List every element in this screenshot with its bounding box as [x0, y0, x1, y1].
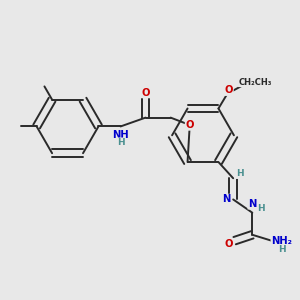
Text: H: H — [278, 245, 286, 254]
Text: O: O — [224, 85, 233, 95]
Text: H: H — [257, 204, 265, 213]
Text: O: O — [224, 238, 233, 249]
Text: NH: NH — [112, 130, 129, 140]
Text: NH₂: NH₂ — [271, 236, 292, 246]
Text: CH₂CH₃: CH₂CH₃ — [238, 77, 272, 86]
Text: O: O — [141, 88, 150, 98]
Text: N: N — [222, 194, 230, 204]
Text: N: N — [248, 199, 256, 209]
Text: H: H — [236, 169, 244, 178]
Text: O: O — [185, 120, 194, 130]
Text: H: H — [117, 138, 124, 147]
